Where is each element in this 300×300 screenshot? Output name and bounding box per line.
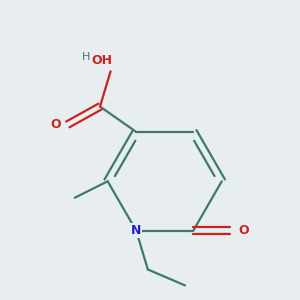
Text: O: O [239, 224, 249, 237]
Text: N: N [131, 224, 141, 237]
Text: OH: OH [91, 55, 112, 68]
Text: O: O [51, 118, 62, 131]
Text: H: H [81, 52, 90, 62]
